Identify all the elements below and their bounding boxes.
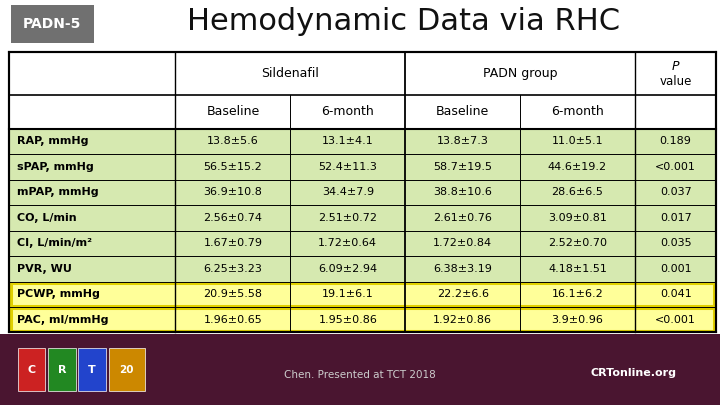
- Text: 52.4±11.3: 52.4±11.3: [318, 162, 377, 172]
- Text: CO, L/min: CO, L/min: [17, 213, 77, 223]
- FancyBboxPatch shape: [9, 256, 716, 281]
- Text: Sildenafil: Sildenafil: [261, 67, 319, 80]
- Text: 19.1±6.1: 19.1±6.1: [322, 289, 374, 299]
- Text: 6.09±2.94: 6.09±2.94: [318, 264, 377, 274]
- Text: 28.6±6.5: 28.6±6.5: [552, 188, 603, 197]
- FancyBboxPatch shape: [9, 230, 716, 256]
- Text: PADN group: PADN group: [483, 67, 557, 80]
- Text: 6-month: 6-month: [551, 105, 604, 118]
- Text: PCWP, mmHg: PCWP, mmHg: [17, 289, 100, 299]
- Text: 1.72±0.64: 1.72±0.64: [318, 238, 377, 248]
- FancyBboxPatch shape: [0, 334, 720, 405]
- Text: 13.8±7.3: 13.8±7.3: [437, 136, 489, 146]
- Text: 6-month: 6-month: [321, 105, 374, 118]
- Text: 13.8±5.6: 13.8±5.6: [207, 136, 258, 146]
- Text: <0.001: <0.001: [655, 315, 696, 325]
- FancyBboxPatch shape: [9, 129, 716, 154]
- FancyBboxPatch shape: [9, 179, 716, 205]
- FancyBboxPatch shape: [48, 348, 76, 391]
- Text: PVR, WU: PVR, WU: [17, 264, 72, 274]
- Text: 3.09±0.81: 3.09±0.81: [548, 213, 607, 223]
- Text: Hemodynamic Data via RHC: Hemodynamic Data via RHC: [186, 7, 620, 36]
- Text: T: T: [89, 364, 96, 375]
- Text: 0.035: 0.035: [660, 238, 691, 248]
- Text: 6.25±3.23: 6.25±3.23: [204, 264, 262, 274]
- Text: P: P: [672, 60, 680, 72]
- Text: 36.9±10.8: 36.9±10.8: [204, 188, 262, 197]
- Text: PADN-5: PADN-5: [23, 17, 81, 31]
- Text: 1.92±0.86: 1.92±0.86: [433, 315, 492, 325]
- Text: 56.5±15.2: 56.5±15.2: [204, 162, 262, 172]
- Text: C: C: [27, 364, 36, 375]
- Text: 20: 20: [120, 364, 134, 375]
- FancyBboxPatch shape: [11, 5, 94, 43]
- Text: 22.2±6.6: 22.2±6.6: [436, 289, 489, 299]
- Text: 0.041: 0.041: [660, 289, 691, 299]
- Text: 1.95±0.86: 1.95±0.86: [318, 315, 377, 325]
- Text: 0.037: 0.037: [660, 188, 691, 197]
- FancyBboxPatch shape: [9, 205, 716, 230]
- Text: 44.6±19.2: 44.6±19.2: [548, 162, 607, 172]
- FancyBboxPatch shape: [109, 348, 145, 391]
- Text: 3.9±0.96: 3.9±0.96: [552, 315, 603, 325]
- Text: 2.56±0.74: 2.56±0.74: [204, 213, 262, 223]
- Text: value: value: [660, 75, 692, 88]
- FancyBboxPatch shape: [78, 348, 106, 391]
- Text: 0.017: 0.017: [660, 213, 691, 223]
- Text: 1.67±0.79: 1.67±0.79: [204, 238, 262, 248]
- Text: 16.1±6.2: 16.1±6.2: [552, 289, 603, 299]
- Text: Baseline: Baseline: [436, 105, 490, 118]
- Text: 6.38±3.19: 6.38±3.19: [433, 264, 492, 274]
- FancyBboxPatch shape: [9, 307, 716, 333]
- FancyBboxPatch shape: [9, 281, 716, 307]
- Text: 58.7±19.5: 58.7±19.5: [433, 162, 492, 172]
- Text: mPAP, mmHg: mPAP, mmHg: [17, 188, 99, 197]
- Text: CI, L/min/m²: CI, L/min/m²: [17, 238, 92, 248]
- Text: 0.001: 0.001: [660, 264, 691, 274]
- Text: PAC, ml/mmHg: PAC, ml/mmHg: [17, 315, 109, 325]
- Text: 1.72±0.84: 1.72±0.84: [433, 238, 492, 248]
- FancyBboxPatch shape: [18, 348, 45, 391]
- Text: 2.51±0.72: 2.51±0.72: [318, 213, 377, 223]
- Text: 13.1±4.1: 13.1±4.1: [322, 136, 374, 146]
- Text: 2.52±0.70: 2.52±0.70: [548, 238, 607, 248]
- Text: 0.189: 0.189: [660, 136, 692, 146]
- Text: CRTonline.org: CRTonline.org: [590, 368, 677, 378]
- Text: 34.4±7.9: 34.4±7.9: [322, 188, 374, 197]
- Text: 11.0±5.1: 11.0±5.1: [552, 136, 603, 146]
- Text: 20.9±5.58: 20.9±5.58: [204, 289, 262, 299]
- Text: Chen. Presented at TCT 2018: Chen. Presented at TCT 2018: [284, 370, 436, 380]
- Text: <0.001: <0.001: [655, 162, 696, 172]
- Text: R: R: [58, 364, 66, 375]
- Text: sPAP, mmHg: sPAP, mmHg: [17, 162, 94, 172]
- Text: Baseline: Baseline: [207, 105, 259, 118]
- Text: 4.18±1.51: 4.18±1.51: [548, 264, 607, 274]
- Text: RAP, mmHg: RAP, mmHg: [17, 136, 89, 146]
- Text: 38.8±10.6: 38.8±10.6: [433, 188, 492, 197]
- FancyBboxPatch shape: [9, 154, 716, 179]
- Text: 1.96±0.65: 1.96±0.65: [204, 315, 262, 325]
- Text: 2.61±0.76: 2.61±0.76: [433, 213, 492, 223]
